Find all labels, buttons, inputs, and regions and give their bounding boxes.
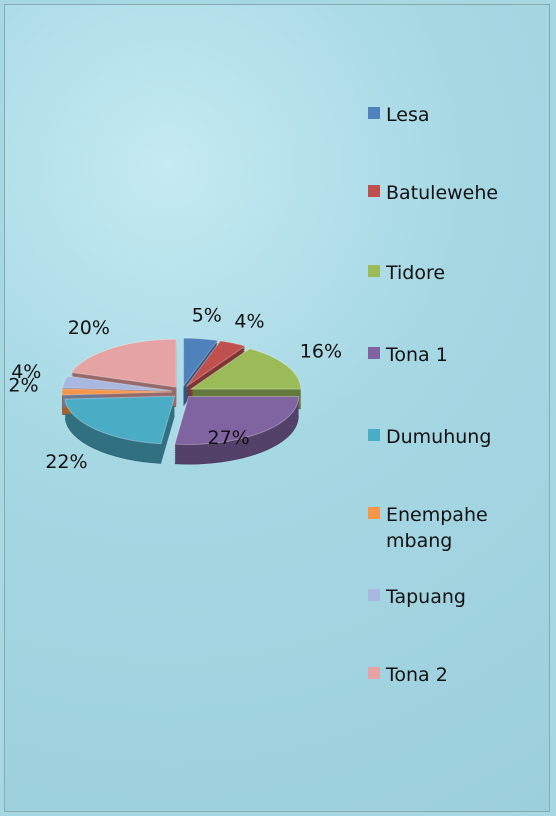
slice bbox=[183, 337, 219, 388]
slice bbox=[61, 375, 173, 392]
legend-item: Enempahembang bbox=[368, 502, 506, 554]
legend-item: Tapuang bbox=[368, 584, 524, 610]
data-label: 2% bbox=[8, 375, 38, 397]
legend-swatch bbox=[368, 265, 380, 277]
data-label: 4% bbox=[11, 361, 41, 383]
legend-label: Tona 2 bbox=[386, 664, 448, 686]
data-label: 20% bbox=[68, 317, 110, 339]
legend-item: Tidore bbox=[368, 260, 524, 286]
slice bbox=[189, 348, 302, 390]
legend-item: Dumuhung bbox=[368, 424, 524, 450]
legend-label: Tapuang bbox=[386, 586, 466, 608]
legend-swatch bbox=[368, 347, 380, 359]
legend-swatch bbox=[368, 667, 380, 679]
data-label: 27% bbox=[208, 427, 250, 449]
slice bbox=[185, 340, 247, 387]
legend-label: Batulewehe bbox=[386, 182, 499, 204]
legend-label: Lesa bbox=[386, 104, 430, 126]
legend-swatch bbox=[368, 589, 380, 601]
legend-label: Tidore bbox=[386, 262, 446, 284]
legend-item: Lesa bbox=[368, 102, 524, 128]
slice bbox=[174, 396, 300, 445]
legend-item: Batulewehe bbox=[368, 180, 524, 206]
data-label: 16% bbox=[300, 340, 342, 362]
legend-swatch bbox=[368, 507, 380, 519]
data-label: 5% bbox=[192, 305, 222, 327]
legend-label: Dumuhung bbox=[386, 426, 492, 448]
slice bbox=[64, 395, 176, 445]
legend-item: Tona 1 bbox=[368, 342, 524, 368]
data-label: 4% bbox=[234, 310, 264, 332]
legend-swatch bbox=[368, 185, 380, 197]
legend-label: Enempahembang bbox=[386, 504, 488, 552]
legend-label: Tona 1 bbox=[386, 344, 448, 366]
slice bbox=[70, 338, 177, 388]
legend-swatch bbox=[368, 429, 380, 441]
legend-swatch bbox=[368, 107, 380, 119]
slice bbox=[61, 388, 173, 396]
legend-item: Tona 2 bbox=[368, 662, 524, 688]
data-label: 22% bbox=[45, 451, 87, 473]
